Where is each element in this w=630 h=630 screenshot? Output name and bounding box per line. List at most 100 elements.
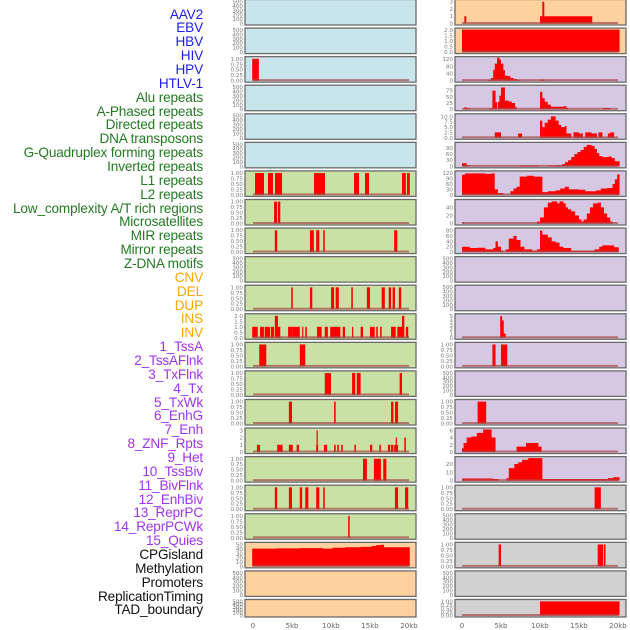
y-tick-label: 400 bbox=[442, 575, 453, 581]
interval-bar bbox=[594, 487, 601, 510]
track-label-z-dna-motifs: Z-DNA motifs bbox=[123, 255, 203, 271]
y-tick-label: 500 bbox=[232, 114, 243, 120]
panel-background bbox=[454, 55, 627, 83]
y-tick-label: 0 bbox=[449, 479, 453, 485]
panel-background bbox=[454, 255, 627, 283]
interval-bar bbox=[348, 515, 350, 538]
y-tick-label: 0.75 bbox=[441, 405, 454, 411]
y-tick-label: 300 bbox=[232, 94, 243, 100]
track-label-11-bivflnk: 11_BivFlnk bbox=[138, 477, 203, 493]
y-tick-label: 0.50 bbox=[441, 606, 454, 612]
interval-bar bbox=[492, 344, 496, 367]
panel-background bbox=[244, 27, 417, 55]
y-tick-label: 100 bbox=[232, 611, 243, 617]
interval-bar bbox=[288, 487, 292, 510]
y-tick-label: 0.25 bbox=[231, 245, 244, 251]
track-label-g-quadruplex-forming-repeats: G-Quadruplex forming repeats bbox=[23, 145, 204, 161]
y-tick-label: 0.00 bbox=[231, 421, 244, 427]
track-label-directed-repeats: Directed repeats bbox=[105, 117, 203, 133]
interval-bar bbox=[405, 326, 409, 338]
interval-bar bbox=[309, 230, 314, 253]
panel-background bbox=[454, 570, 627, 598]
y-tick-label: 0 bbox=[449, 193, 453, 199]
y-tick-label: 300 bbox=[232, 151, 243, 157]
track-label-replicationtiming: ReplicationTiming bbox=[98, 588, 203, 604]
track-label-inv: INV bbox=[180, 325, 203, 341]
interval-bar bbox=[376, 326, 378, 338]
y-tick-label: 0.50 bbox=[231, 411, 244, 417]
interval-bar bbox=[542, 1, 545, 24]
y-tick-label: 1.00 bbox=[231, 228, 244, 234]
y-tick-label: 200 bbox=[442, 270, 453, 276]
y-tick-label: 1.00 bbox=[441, 599, 454, 605]
interval-bar bbox=[477, 401, 487, 424]
y-tick-label: 0.25 bbox=[231, 530, 244, 536]
track-label-mir-repeats: MIR repeats bbox=[130, 228, 204, 244]
panel-background bbox=[244, 0, 417, 26]
interval-bar bbox=[381, 287, 385, 310]
interval-bar bbox=[337, 444, 339, 453]
coverage-area bbox=[494, 116, 615, 138]
panel-background bbox=[244, 341, 417, 369]
panel-background bbox=[244, 455, 417, 483]
y-tick-label: 0 bbox=[239, 107, 243, 113]
panel-background bbox=[244, 570, 417, 598]
y-tick-label: 1.0 bbox=[444, 39, 453, 45]
interval-bar bbox=[597, 544, 604, 567]
y-tick-label: 0.00 bbox=[441, 564, 454, 570]
y-tick-label: 1.00 bbox=[231, 342, 244, 348]
y-tick-label: 0.00 bbox=[231, 479, 244, 485]
x-tick-label: 0 bbox=[460, 622, 464, 630]
y-tick-label: 1.00 bbox=[231, 171, 244, 177]
y-tick-label: 60 bbox=[446, 182, 454, 188]
interval-bar bbox=[324, 373, 331, 395]
y-tick-label: 0.50 bbox=[231, 182, 244, 188]
y-tick-label: 10 bbox=[446, 470, 454, 476]
y-tick-label: 200 bbox=[442, 527, 453, 533]
interval-bar bbox=[252, 326, 258, 338]
y-tick-label: 0.75 bbox=[441, 603, 454, 609]
y-tick-label: 0.25 bbox=[231, 73, 244, 79]
track-panel-cpgisland: 0.000.250.500.751.00 bbox=[441, 484, 627, 513]
track-panel-z-dna-motifs: 0.000.250.500.751.00 bbox=[231, 513, 417, 542]
interval-bar bbox=[291, 287, 293, 310]
interval-bar bbox=[299, 487, 303, 510]
y-tick-label: 20 bbox=[446, 462, 454, 468]
track-panel-ins: 0 123 bbox=[449, 0, 627, 28]
y-tick-label: 500 bbox=[232, 571, 243, 577]
y-tick-label: 0 bbox=[239, 593, 243, 599]
y-tick-label: 0 bbox=[449, 279, 453, 285]
y-tick-label: 0.50 bbox=[231, 496, 244, 502]
y-tick-label: 80 bbox=[446, 229, 454, 235]
y-tick-label: 100 bbox=[442, 388, 453, 394]
y-tick-label: 400 bbox=[232, 261, 243, 267]
interval-bar bbox=[288, 401, 292, 424]
y-tick-label: 400 bbox=[232, 118, 243, 124]
y-tick-label: 1.00 bbox=[441, 400, 454, 406]
y-tick-label: 0 bbox=[449, 536, 453, 542]
interval-bar bbox=[252, 58, 259, 81]
track-label-9-het: 9_Het bbox=[167, 450, 203, 466]
y-tick-label: 300 bbox=[232, 605, 243, 611]
interval-bar bbox=[255, 173, 264, 195]
panel-background bbox=[244, 255, 417, 283]
interval-bar bbox=[274, 201, 278, 224]
panel-background bbox=[244, 55, 417, 83]
interval-bar bbox=[394, 230, 398, 253]
track-panel-l1-repeats: 0.000.250.500.751.00 bbox=[231, 341, 417, 370]
y-tick-label: 500 bbox=[442, 285, 453, 291]
track-label-10-tssbiv: 10_TssBiv bbox=[142, 463, 203, 479]
coverage-area bbox=[462, 173, 620, 195]
track-label-aav2: AAV2 bbox=[169, 6, 203, 22]
track-panel-low-complexity-a-t-rich-regions: 0.000.250.500.751.00 bbox=[231, 398, 417, 427]
y-tick-label: 50 bbox=[236, 543, 244, 549]
y-tick-label: 300 bbox=[442, 380, 453, 386]
